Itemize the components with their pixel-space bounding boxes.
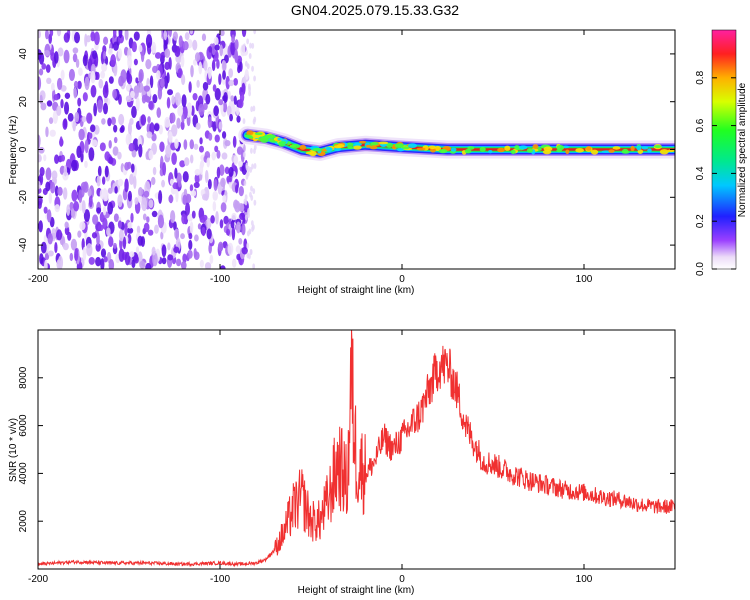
spectrogram-y-tick-label: -40	[18, 237, 29, 252]
colorbar-tick-label: 0.8	[695, 70, 706, 84]
spectrogram-y-tick-label: 20	[18, 96, 29, 108]
spectrogram-y-axis-label: Frequency (Hz)	[8, 116, 19, 185]
snr-x-tick-label: 0	[399, 574, 405, 585]
colorbar: 0.0 0.2 0.4 0.6 0.8 Normalized spectral ampl…	[695, 29, 748, 276]
spectrogram-y-tick-label: -20	[18, 190, 29, 205]
colorbar-label: Normalized spectral amplitude	[737, 82, 748, 217]
snr-y-tick-label: 2000	[18, 510, 29, 533]
colorbar-tick-label: 0.2	[695, 214, 706, 228]
snr-frame	[37, 329, 676, 570]
colorbar-gradient	[711, 29, 737, 270]
snr-y-tick-label: 8000	[18, 366, 29, 389]
colorbar-tick-label: 0.0	[695, 262, 706, 276]
snr-x-tick-label: -200	[28, 574, 48, 585]
chart-title: GN04.2025.079.15.33.G32	[290, 2, 460, 18]
snr-plot: -200 -100 0 100 2000 4000 6000 8000 Height of s…	[8, 329, 676, 596]
snr-x-tick-label: 100	[576, 574, 593, 585]
spectrogram-y-tick-label: 40	[18, 48, 29, 60]
spectrogram-x-tick-label: -100	[210, 274, 230, 285]
snr-x-axis-label: Height of straight line (km)	[298, 585, 415, 596]
snr-y-tick-label: 6000	[18, 414, 29, 437]
snr-series-line	[38, 330, 675, 568]
spectrogram-noise-region	[38, 30, 257, 269]
spectrogram-x-axis-label: Height of straight line (km)	[298, 285, 415, 296]
snr-x-tick-label: -100	[210, 574, 230, 585]
spectrogram-x-tick-label: 0	[399, 274, 405, 285]
colorbar-tick-label: 0.6	[695, 118, 706, 132]
spectrogram-y-tick-label: 0	[18, 146, 29, 152]
snr-y-axis-label: SNR (10 * v/v)	[8, 418, 19, 482]
colorbar-tick-label: 0.4	[695, 166, 706, 180]
spectrogram-x-tick-label: 100	[576, 274, 593, 285]
spectrogram-x-tick-label: -200	[28, 274, 48, 285]
spectrogram-signal-trace	[238, 126, 675, 161]
snr-y-tick-label: 4000	[18, 462, 29, 485]
